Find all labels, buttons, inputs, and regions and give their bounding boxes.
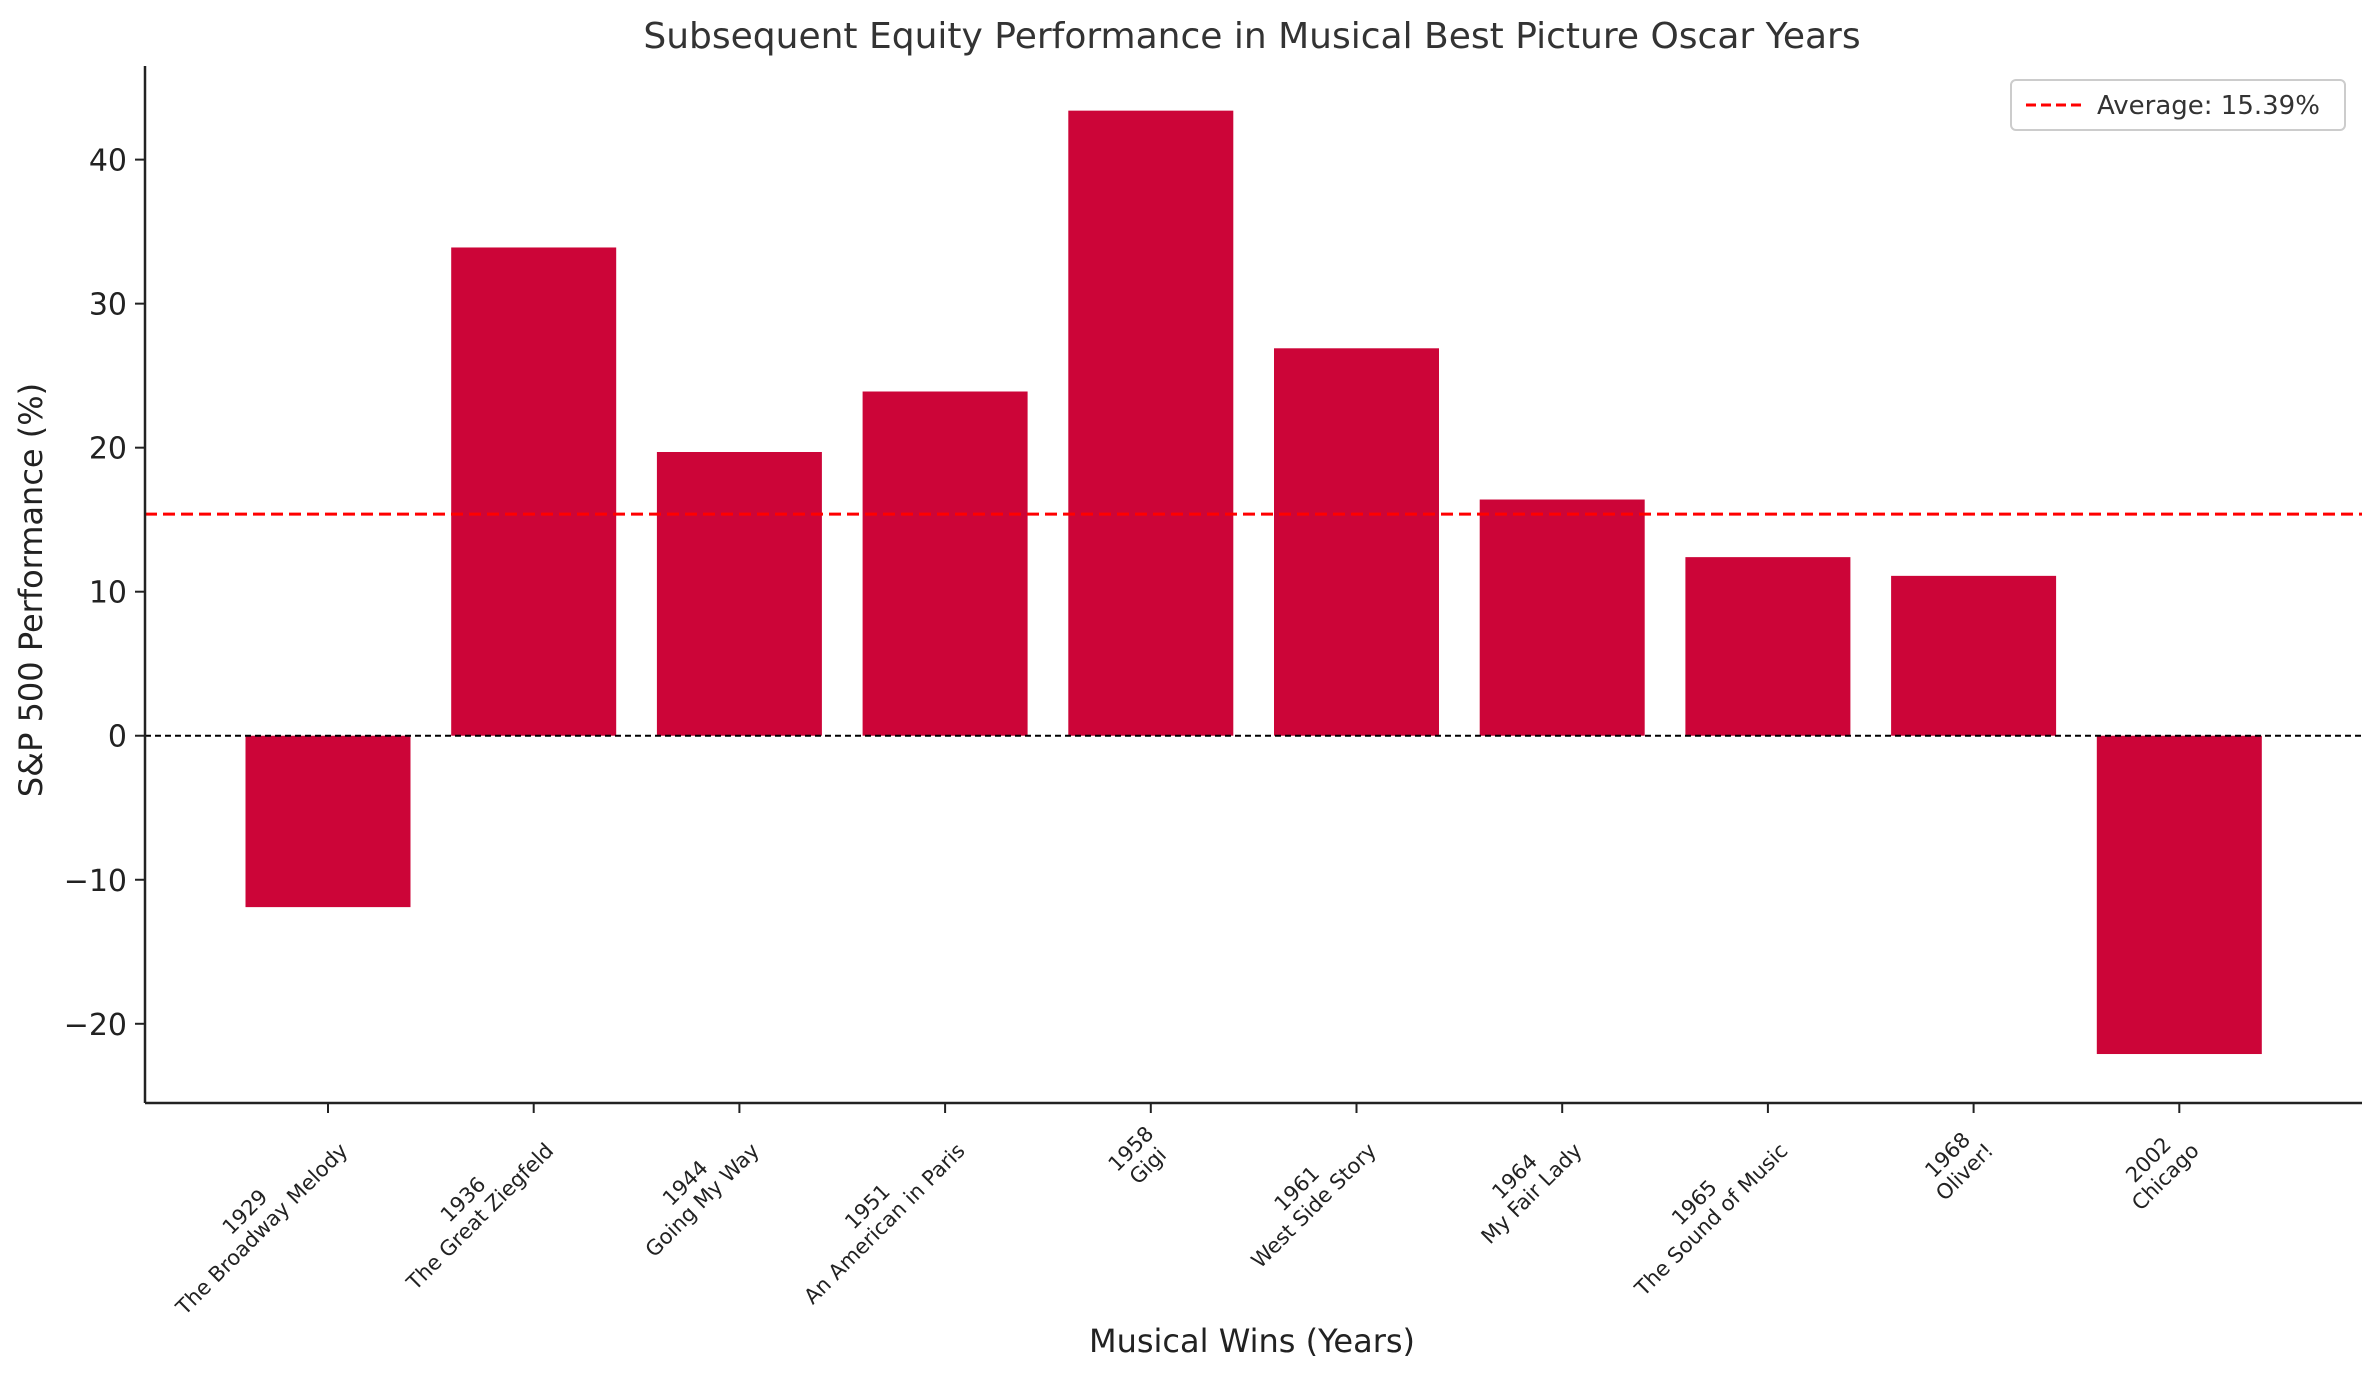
- bar-1951: [862, 391, 1028, 736]
- x-tick-film: The Great Ziegfeld: [401, 1139, 558, 1296]
- legend-average-label: Average: 15.39%: [2097, 91, 2320, 121]
- legend: Average: 15.39%: [2010, 79, 2346, 131]
- bar-1964: [1479, 499, 1645, 736]
- bar-1936: [451, 247, 617, 736]
- x-tick-film: Going My Way: [641, 1139, 764, 1262]
- x-tick-film: The Broadway Melody: [171, 1139, 353, 1321]
- x-tick-film: The Sound of Music: [1630, 1139, 1793, 1302]
- bar-1929: [245, 735, 411, 908]
- y-ticks-group: −20 −10 0 10 20 30 40: [64, 144, 145, 1043]
- y-tick-label: 20: [89, 432, 127, 467]
- y-axis-label: S&P 500 Performance (%): [12, 383, 50, 797]
- y-tick-label: 30: [89, 288, 127, 323]
- axes-group: [143, 66, 2362, 1105]
- y-tick-label: 40: [89, 144, 127, 179]
- bar-1965: [1685, 557, 1851, 736]
- x-axis-label: Musical Wins (Years): [1089, 1322, 1415, 1360]
- y-tick-label: 10: [89, 576, 127, 611]
- bars-group: [245, 110, 2262, 1055]
- bar-1958: [1068, 110, 1234, 736]
- y-tick-label: −20: [64, 1008, 127, 1043]
- y-tick-label: 0: [108, 720, 127, 755]
- bar-1968: [1891, 575, 2057, 736]
- bar-1944: [656, 451, 822, 736]
- chart-title: Subsequent Equity Performance in Musical…: [643, 16, 1860, 57]
- x-tick-film: An American in Paris: [799, 1139, 969, 1309]
- average-line-group: [145, 512, 2362, 737]
- x-tick-film: West Side Story: [1247, 1139, 1381, 1273]
- y-tick-label: −10: [64, 864, 127, 899]
- bar-2002: [2096, 735, 2262, 1055]
- bar-1961: [1274, 348, 1439, 736]
- legend-box: [2010, 79, 2346, 131]
